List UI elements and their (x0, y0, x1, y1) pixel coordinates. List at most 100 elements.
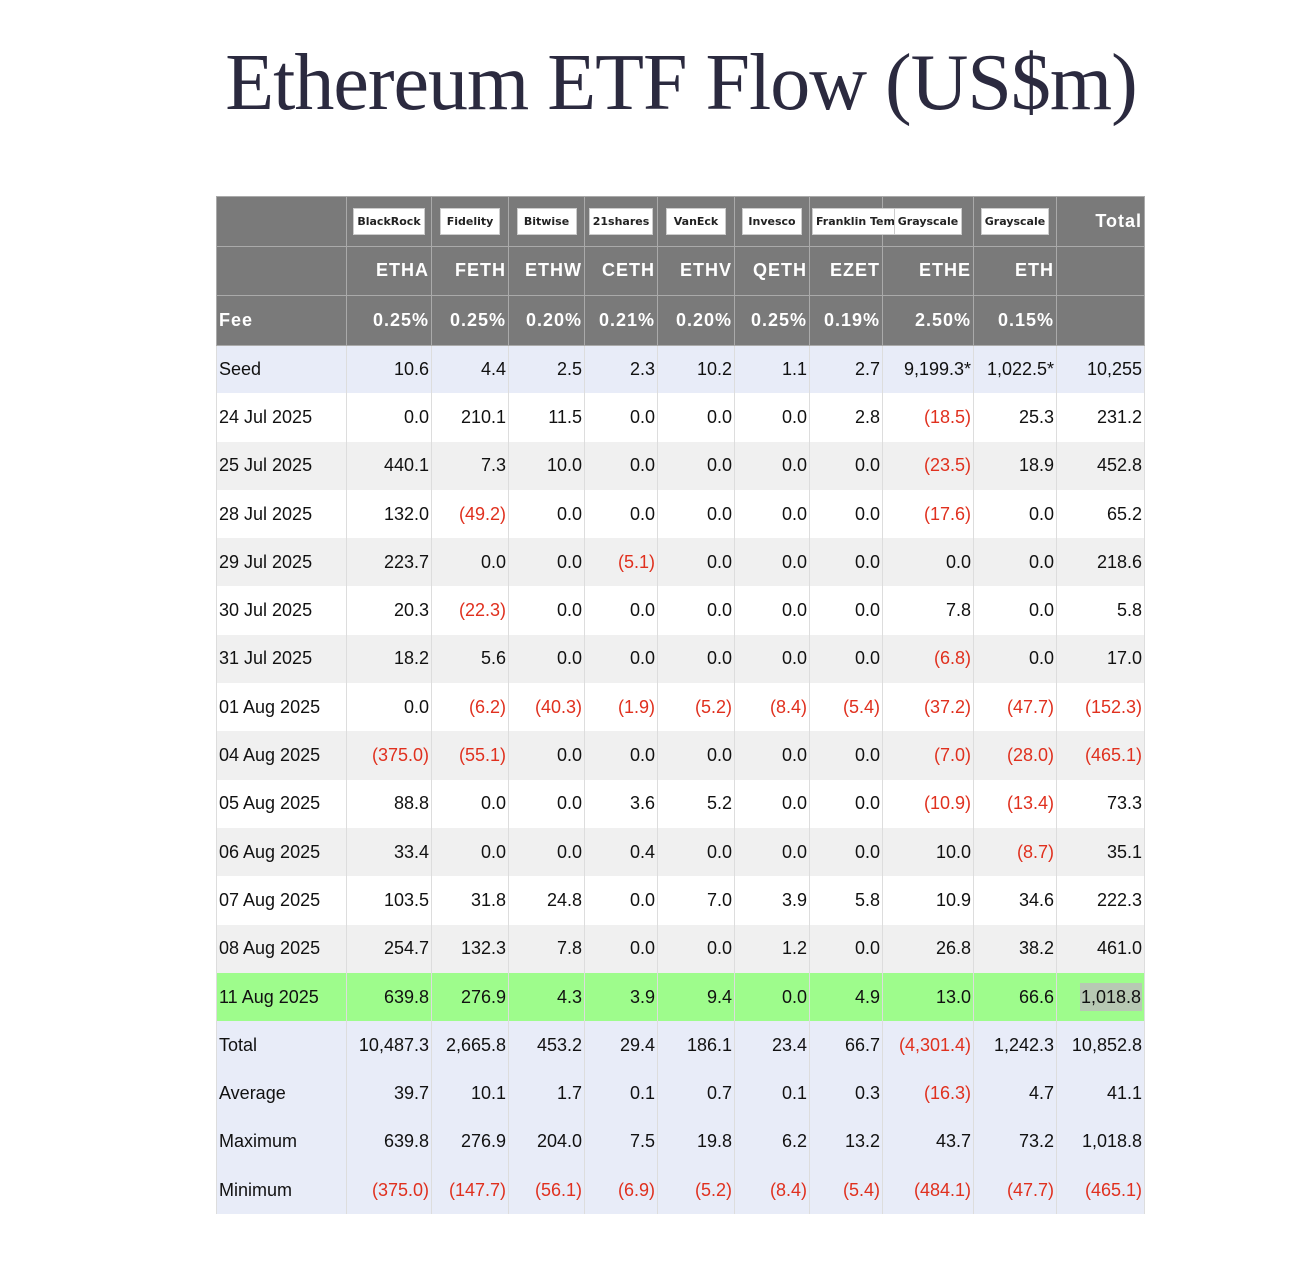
cell: 2.8 (809, 393, 883, 442)
cell: (5.4) (809, 683, 883, 732)
row-label: 24 Jul 2025 (216, 393, 347, 442)
cell: 39.7 (346, 1069, 432, 1118)
cell: (5.2) (657, 683, 735, 732)
logo-cell: Grayscale (973, 196, 1057, 247)
cell: 0.0 (973, 538, 1057, 587)
cell: (5.4) (809, 1166, 883, 1215)
logo-cell: 21shares (584, 196, 658, 247)
cell: 41.1 (1056, 1069, 1145, 1118)
cell: 10.1 (431, 1069, 509, 1118)
cell: 0.0 (657, 634, 735, 684)
cell: 11.5 (508, 393, 585, 442)
cell: 0.0 (431, 827, 509, 877)
logo-row: BlackRock Fidelity Bitwise 21shares VanEck In… (216, 196, 1145, 247)
cell: (1.9) (584, 683, 658, 732)
cell: 19.8 (657, 1117, 735, 1167)
cell: 7.8 (882, 586, 974, 635)
cell: 0.0 (584, 586, 658, 635)
logo-cell: Grayscale (882, 196, 974, 247)
cell: 1,018.8 (1056, 1117, 1145, 1167)
cell: 0.0 (809, 441, 883, 490)
cell: 461.0 (1056, 924, 1145, 973)
cell: (37.2) (882, 683, 974, 732)
cell: 10,255 (1056, 345, 1145, 394)
cell: 254.7 (346, 924, 432, 973)
cell: (5.1) (584, 538, 658, 587)
cell: 204.0 (508, 1117, 585, 1167)
cell: (18.5) (882, 393, 974, 442)
row-label: 05 Aug 2025 (216, 779, 347, 828)
cell: 0.0 (657, 441, 735, 490)
cell: 66.6 (973, 972, 1057, 1022)
cell: 33.4 (346, 827, 432, 877)
cell: 2,665.8 (431, 1021, 509, 1070)
row-label: 07 Aug 2025 (216, 876, 347, 925)
fee: 0.25% (734, 295, 810, 346)
cell: 276.9 (431, 1117, 509, 1167)
cell: 18.9 (973, 441, 1057, 490)
etf-flow-table: BlackRock Fidelity Bitwise 21shares VanEck In… (216, 196, 1145, 1215)
cell: 0.0 (584, 924, 658, 973)
data-row: 07 Aug 2025 103.5 31.8 24.8 0.0 7.0 3.9 5.8 10.9… (216, 876, 1145, 925)
cell: 0.0 (657, 827, 735, 877)
fee-row: Fee 0.25% 0.25% 0.20% 0.21% 0.20% 0.25% 0.19% 2.… (216, 295, 1145, 346)
data-row: Maximum 639.8 276.9 204.0 7.5 19.8 6.2 13.2 43.7… (216, 1117, 1145, 1167)
row-label: 28 Jul 2025 (216, 489, 347, 539)
cell: 0.0 (657, 586, 735, 635)
cell: 0.0 (508, 634, 585, 684)
row-label: Seed (216, 345, 347, 394)
ticker: ETHW (508, 245, 585, 296)
ticker: FETH (431, 245, 509, 296)
ticker: QETH (734, 245, 810, 296)
cell: 0.0 (508, 489, 585, 539)
ticker-row: ETHA FETH ETHW CETH ETHV QETH EZET ETHE ETH (216, 245, 1145, 296)
cell: (22.3) (431, 586, 509, 635)
cell: 7.3 (431, 441, 509, 490)
logo-cell: VanEck (657, 196, 735, 247)
cell: 186.1 (657, 1021, 735, 1070)
cell: 10.6 (346, 345, 432, 394)
cell: 26.8 (882, 924, 974, 973)
data-row: 31 Jul 2025 18.2 5.6 0.0 0.0 0.0 0.0 0.0 (6.8) 0.… (216, 634, 1145, 684)
cell: (16.3) (882, 1069, 974, 1118)
cell: (13.4) (973, 779, 1057, 828)
cell: 452.8 (1056, 441, 1145, 490)
cell: 0.0 (346, 683, 432, 732)
cell: 0.3 (809, 1069, 883, 1118)
row-label: 25 Jul 2025 (216, 441, 347, 490)
cell: (6.9) (584, 1166, 658, 1215)
cell: (49.2) (431, 489, 509, 539)
cell: (4,301.4) (882, 1021, 974, 1070)
cell: 0.0 (882, 538, 974, 587)
cell: (375.0) (346, 731, 432, 780)
issuer-logo: Grayscale (980, 207, 1050, 235)
cell: (8.4) (734, 1166, 810, 1215)
row-label: 06 Aug 2025 (216, 827, 347, 877)
row-label: 11 Aug 2025 (216, 972, 347, 1022)
cell: 0.0 (508, 731, 585, 780)
data-row: 11 Aug 2025 639.8 276.9 4.3 3.9 9.4 0.0 4.9 13.0… (216, 972, 1145, 1022)
cell: 3.9 (584, 972, 658, 1022)
cell: 0.0 (584, 441, 658, 490)
cell: 0.0 (734, 731, 810, 780)
cell: 31.8 (431, 876, 509, 925)
cell: 210.1 (431, 393, 509, 442)
cell: 0.0 (508, 538, 585, 587)
issuer-logo: Fidelity (440, 207, 500, 235)
issuer-logo: BlackRock (353, 207, 425, 235)
cell: (47.7) (973, 1166, 1057, 1215)
logo-cell: Fidelity (431, 196, 509, 247)
cell: 2.5 (508, 345, 585, 394)
cell: 0.0 (809, 489, 883, 539)
row-label: Average (216, 1069, 347, 1118)
data-row: 30 Jul 2025 20.3 (22.3) 0.0 0.0 0.0 0.0 0.0 7.8 0… (216, 586, 1145, 635)
cell: 17.0 (1056, 634, 1145, 684)
cell: 223.7 (346, 538, 432, 587)
cell: 2.7 (809, 345, 883, 394)
cell: 0.0 (657, 538, 735, 587)
cell: (6.8) (882, 634, 974, 684)
cell: (17.6) (882, 489, 974, 539)
cell: 0.7 (657, 1069, 735, 1118)
cell: 218.6 (1056, 538, 1145, 587)
cell: 23.4 (734, 1021, 810, 1070)
